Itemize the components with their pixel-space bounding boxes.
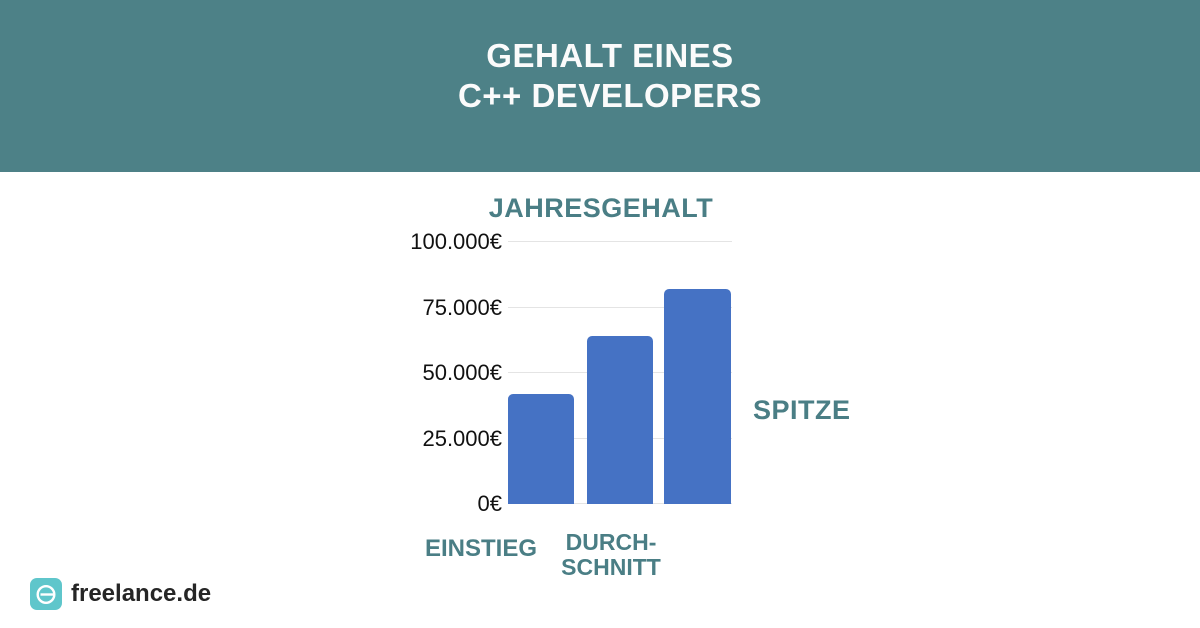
page-title: GEHALT EINES C++ DEVELOPERS: [10, 36, 1200, 116]
y-tick-label: 25.000€: [422, 425, 502, 451]
freelance-logo-icon: [30, 578, 62, 610]
page-title-line1: GEHALT EINES: [486, 37, 734, 74]
bar-durchschnitt: [587, 336, 653, 504]
page-title-line2: C++ DEVELOPERS: [457, 77, 763, 114]
brand-wordmark: freelance.de: [71, 580, 212, 607]
y-tick-label: 75.000€: [422, 294, 502, 320]
chart-title: JAHRESGEHALT: [488, 193, 714, 223]
bar-einstieg: [508, 394, 574, 504]
gridline: [508, 306, 732, 308]
y-axis-ticks: 0€ 25.000€ 50.000€ 75.000€ 100.000€: [385, 231, 502, 515]
category-label-einstieg: EINSTIEG: [424, 535, 538, 562]
bar-spitze: [664, 289, 731, 504]
y-tick-label: 50.000€: [422, 360, 502, 385]
brand-logo: freelance.de: [30, 578, 211, 610]
plot-area: [508, 241, 732, 504]
header-band: GEHALT EINES C++ DEVELOPERS: [0, 0, 1200, 172]
gridline: [508, 241, 732, 242]
y-tick-label: 100.000€: [410, 229, 502, 254]
y-tick-label: 0€: [477, 491, 502, 516]
category-label-spitze: SPITZE: [753, 395, 851, 425]
category-label-durchschnitt: DURCH-SCHNITT: [561, 529, 661, 580]
